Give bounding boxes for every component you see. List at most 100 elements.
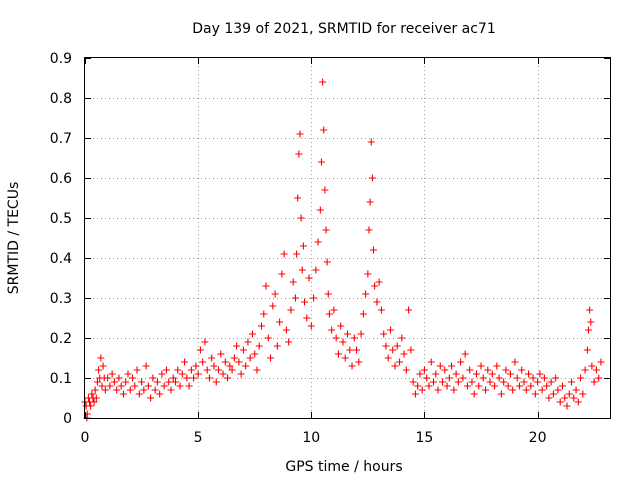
data-point [271, 290, 279, 298]
data-point [93, 378, 101, 386]
data-point [167, 386, 175, 394]
data-point [221, 358, 229, 366]
data-point [445, 374, 453, 382]
data-point [113, 386, 121, 394]
data-point [482, 386, 490, 394]
data-point [400, 350, 408, 358]
data-point [296, 130, 304, 138]
data-point [479, 374, 487, 382]
data-point [425, 382, 433, 390]
data-point [495, 374, 503, 382]
data-point [158, 370, 166, 378]
data-point [282, 326, 290, 334]
data-point [305, 274, 313, 282]
data-point [536, 370, 544, 378]
data-point [353, 346, 361, 354]
data-point [187, 366, 195, 374]
data-point [97, 354, 105, 362]
data-point [219, 370, 227, 378]
tick-labels-layer: 0 5 10 15 20 0 0.1 0.2 0.3 0.4 0.5 0.6 0.7 0.8 0.9 [50, 51, 547, 446]
data-point [260, 310, 268, 318]
data-point [552, 374, 560, 382]
data-point [235, 358, 243, 366]
data-point [409, 378, 417, 386]
data-point [398, 334, 406, 342]
data-point [258, 322, 266, 330]
data-point [337, 322, 345, 330]
data-point [269, 302, 277, 310]
data-point [590, 378, 598, 386]
data-point [162, 366, 170, 374]
data-point [183, 374, 191, 382]
data-point [203, 366, 211, 374]
data-point [587, 318, 595, 326]
data-point [108, 370, 116, 378]
y-tick-label: 0.5 [50, 211, 72, 227]
x-tick-label: 0 [81, 430, 90, 446]
data-point [370, 246, 378, 254]
data-point [588, 362, 596, 370]
data-point [563, 402, 571, 410]
data-point [322, 226, 330, 234]
data-point [429, 378, 437, 386]
ticks-layer [85, 58, 610, 419]
data-point [215, 366, 223, 374]
data-point [488, 370, 496, 378]
data-point [359, 310, 367, 318]
data-point [466, 366, 474, 374]
data-point [468, 378, 476, 386]
data-point [597, 358, 605, 366]
data-point [185, 382, 193, 390]
data-point [416, 370, 424, 378]
data-point [484, 366, 492, 374]
data-point [276, 318, 284, 326]
data-point [346, 346, 354, 354]
data-point [278, 270, 286, 278]
data-point [515, 382, 523, 390]
data-point [543, 382, 551, 390]
y-tick-label: 0.1 [50, 371, 72, 387]
data-point [99, 362, 107, 370]
data-point [357, 330, 365, 338]
data-point [126, 386, 134, 394]
data-point [511, 358, 519, 366]
data-point [443, 382, 451, 390]
data-point [377, 306, 385, 314]
data-point [493, 362, 501, 370]
data-point [230, 354, 238, 362]
data-point [585, 326, 593, 334]
data-point [160, 382, 168, 390]
data-point [396, 358, 404, 366]
data-point [497, 390, 505, 398]
data-point [201, 338, 209, 346]
data-point [529, 374, 537, 382]
data-point [423, 374, 431, 382]
data-point [156, 390, 164, 398]
data-point [362, 290, 370, 298]
data-point [104, 374, 112, 382]
data-point [386, 326, 394, 334]
data-point [470, 390, 478, 398]
data-point [592, 366, 600, 374]
data-point [595, 374, 603, 382]
data-point [367, 138, 375, 146]
data-point [520, 378, 528, 386]
data-point [355, 358, 363, 366]
data-point [95, 366, 103, 374]
data-point [317, 158, 325, 166]
data-point [196, 346, 204, 354]
data-point [457, 358, 465, 366]
data-point [565, 390, 573, 398]
data-point [418, 386, 426, 394]
y-tick-label: 0.2 [50, 331, 72, 347]
data-point [92, 394, 100, 402]
data-point [287, 306, 295, 314]
data-point [486, 378, 494, 386]
data-point [339, 338, 347, 346]
data-point [561, 394, 569, 402]
data-point [531, 390, 539, 398]
data-point [138, 378, 146, 386]
data-point [568, 378, 576, 386]
data-point [293, 250, 301, 258]
data-point [133, 366, 141, 374]
